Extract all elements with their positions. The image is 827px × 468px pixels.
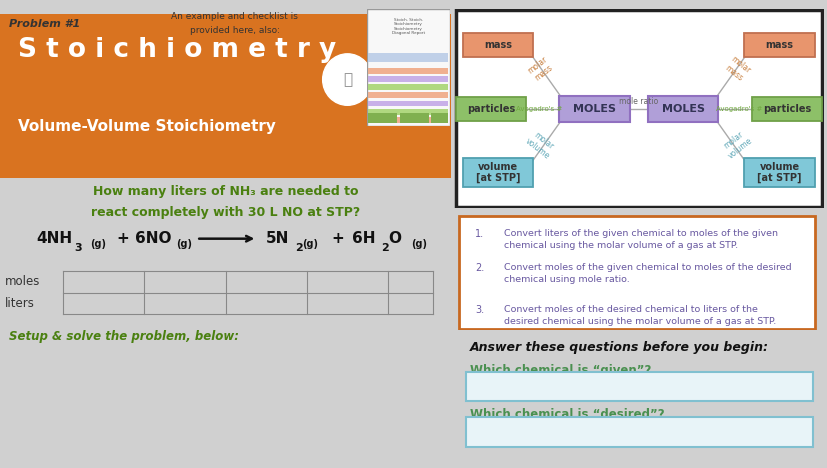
Text: molar
volume: molar volume [719, 128, 753, 161]
Circle shape [323, 54, 372, 105]
FancyBboxPatch shape [462, 33, 533, 57]
Bar [368, 113, 397, 123]
Text: 2.: 2. [475, 263, 484, 273]
Text: Convert moles of the desired chemical to liters of the
desired chemical using th: Convert moles of the desired chemical to… [504, 305, 775, 326]
Bar [431, 113, 447, 123]
FancyBboxPatch shape [458, 216, 815, 329]
Text: Convert liters of the given chemical to moles of the given
chemical using the mo: Convert liters of the given chemical to … [504, 229, 777, 250]
Text: 2: 2 [381, 243, 389, 253]
Text: + 6NO: + 6NO [117, 231, 172, 246]
Text: Setup & solve the problem, below:: Setup & solve the problem, below: [9, 330, 239, 343]
Text: 5N: 5N [266, 231, 289, 246]
Text: MOLES: MOLES [661, 104, 704, 114]
Text: Stoich. Stoich.
Stoichiometry
Stoichiometry
Diagonal Report: Stoich. Stoich. Stoichiometry Stoichiome… [391, 17, 424, 36]
Text: Which chemical is “given”?: Which chemical is “given”? [470, 364, 651, 377]
Bar [368, 92, 447, 98]
Text: O: O [388, 231, 400, 246]
Text: molar
mass: molar mass [525, 55, 555, 83]
Text: volume
[at STP]: volume [at STP] [476, 161, 520, 183]
Text: 2: 2 [295, 243, 303, 253]
Text: (g): (g) [410, 239, 426, 249]
Bar [399, 113, 428, 123]
Text: Avogadro's #: Avogadro's # [515, 106, 562, 112]
Text: S t o i c h i o m e t r y: S t o i c h i o m e t r y [18, 37, 336, 64]
Text: 4NH: 4NH [36, 231, 72, 246]
FancyBboxPatch shape [751, 97, 821, 121]
Text: react completely with 30 L NO at STP?: react completely with 30 L NO at STP? [91, 206, 360, 219]
Bar [0, 14, 451, 178]
Text: MOLES: MOLES [572, 104, 615, 114]
Text: molar
mass: molar mass [721, 55, 751, 83]
Text: Convert moles of the given chemical to moles of the desired
chemical using mole : Convert moles of the given chemical to m… [504, 263, 791, 284]
Text: volume
[at STP]: volume [at STP] [756, 161, 801, 183]
Bar [368, 84, 447, 90]
Text: (g): (g) [90, 239, 106, 249]
Text: mass: mass [484, 40, 512, 50]
Bar [368, 109, 447, 115]
FancyBboxPatch shape [462, 158, 533, 187]
Text: 3: 3 [74, 243, 82, 253]
Text: provided here, also:: provided here, also: [189, 26, 280, 35]
Text: (g): (g) [176, 239, 192, 249]
FancyBboxPatch shape [558, 96, 629, 122]
Text: Volume-Volume Stoichiometry: Volume-Volume Stoichiometry [18, 119, 275, 134]
FancyBboxPatch shape [648, 96, 718, 122]
Bar [368, 117, 447, 123]
Text: mole ratio: mole ratio [619, 97, 657, 106]
Text: 3.: 3. [475, 305, 484, 314]
Bar [368, 101, 447, 107]
Text: liters: liters [4, 297, 35, 309]
Text: +: + [332, 231, 344, 246]
FancyBboxPatch shape [466, 417, 812, 446]
FancyBboxPatch shape [455, 97, 525, 121]
Text: Which chemical is “desired”?: Which chemical is “desired”? [470, 408, 664, 421]
Text: 6H: 6H [351, 231, 375, 246]
Text: particles: particles [762, 104, 810, 114]
Bar [368, 68, 447, 73]
Text: 🔗: 🔗 [342, 72, 351, 87]
Text: An example and checklist is: An example and checklist is [171, 12, 298, 21]
FancyBboxPatch shape [743, 33, 814, 57]
Text: Avogadro's #: Avogadro's # [715, 106, 761, 112]
Text: Answer these questions before you begin:: Answer these questions before you begin: [470, 341, 768, 354]
FancyBboxPatch shape [743, 158, 814, 187]
Text: Problem #1: Problem #1 [9, 19, 80, 29]
Text: moles: moles [4, 276, 40, 288]
Text: particles: particles [466, 104, 514, 114]
Bar [368, 52, 447, 62]
FancyBboxPatch shape [466, 372, 812, 401]
Text: 1.: 1. [475, 229, 484, 239]
Text: (g): (g) [302, 239, 318, 249]
Text: molar
volume: molar volume [523, 128, 557, 161]
Text: How many liters of NH₃ are needed to: How many liters of NH₃ are needed to [93, 185, 358, 198]
Text: mass: mass [764, 40, 792, 50]
Bar [368, 76, 447, 82]
